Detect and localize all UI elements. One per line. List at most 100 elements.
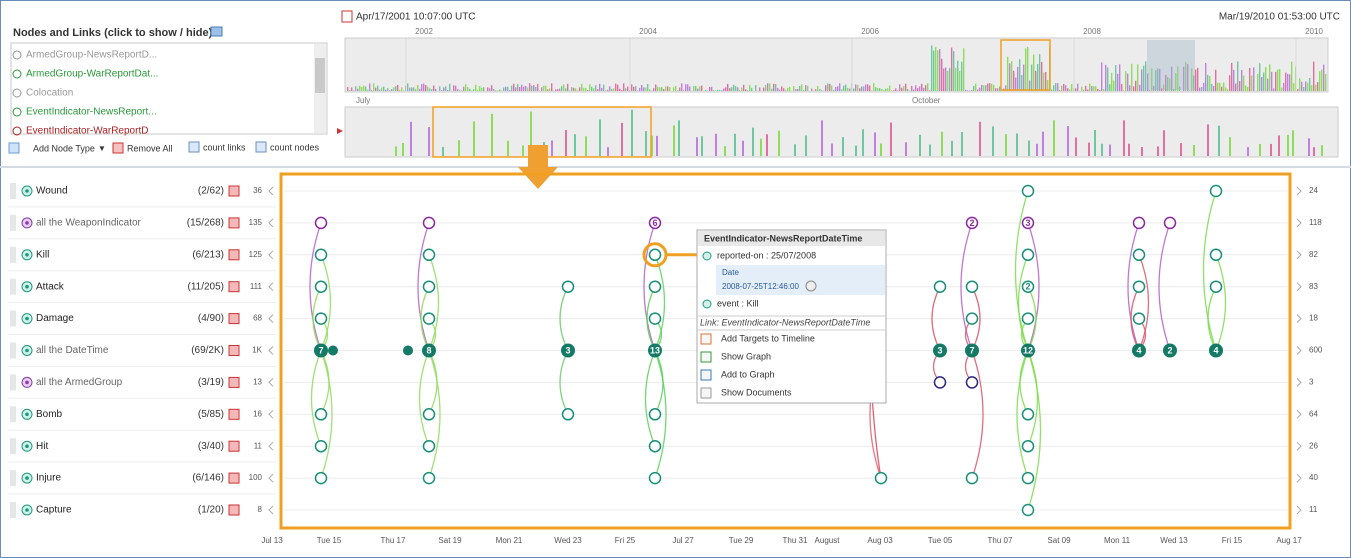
node[interactable] <box>933 280 947 293</box>
row-handle[interactable] <box>10 406 16 423</box>
node[interactable] <box>648 216 662 230</box>
node[interactable] <box>314 248 328 262</box>
item-icon[interactable] <box>12 69 22 79</box>
node[interactable] <box>1209 343 1223 358</box>
node[interactable] <box>1209 184 1223 198</box>
clock-icon[interactable] <box>805 280 817 292</box>
row-name[interactable]: Damage <box>36 313 74 324</box>
node[interactable] <box>422 439 436 453</box>
node[interactable] <box>422 471 436 485</box>
remove-row[interactable] <box>228 408 240 420</box>
node[interactable] <box>1021 184 1035 198</box>
node[interactable] <box>561 408 575 421</box>
node[interactable] <box>314 280 328 293</box>
node[interactable] <box>328 345 338 356</box>
menu-icon[interactable] <box>700 351 712 363</box>
row-name[interactable]: all the ArmedGroup <box>36 377 123 388</box>
menu-item[interactable]: Show Graph <box>721 351 771 361</box>
item-icon[interactable] <box>12 50 22 60</box>
node[interactable] <box>1163 343 1177 358</box>
node[interactable] <box>561 343 575 358</box>
row-handle[interactable] <box>10 470 16 487</box>
detail-strip[interactable] <box>344 106 1339 158</box>
node[interactable] <box>422 280 436 293</box>
node[interactable] <box>403 345 413 356</box>
remove-all[interactable]: Remove All <box>127 143 173 153</box>
node[interactable] <box>561 280 575 293</box>
node[interactable] <box>1021 280 1035 293</box>
node[interactable] <box>422 216 436 230</box>
item-label[interactable]: ArmedGroup-WarReportDat... <box>26 69 158 80</box>
node[interactable] <box>1021 248 1035 262</box>
count-links[interactable]: count links <box>203 142 246 152</box>
menu-item[interactable]: Add Targets to Timeline <box>721 333 815 343</box>
menu-icon[interactable] <box>700 369 712 381</box>
node[interactable] <box>1132 248 1146 262</box>
row-name[interactable]: Attack <box>36 281 65 292</box>
row-name[interactable]: all the DateTime <box>36 345 109 356</box>
item-icon[interactable] <box>12 107 22 117</box>
remove-row[interactable] <box>228 472 240 484</box>
node[interactable] <box>314 408 328 421</box>
node[interactable] <box>648 280 662 293</box>
menu-icon[interactable] <box>700 387 712 399</box>
remove-row[interactable] <box>228 313 240 325</box>
node[interactable] <box>648 471 662 485</box>
row-name[interactable]: Capture <box>36 505 72 516</box>
row-name[interactable]: Hit <box>36 441 48 452</box>
item-label[interactable]: EventIndicator-NewsReport... <box>26 107 157 118</box>
remove-row[interactable] <box>228 185 240 197</box>
remove-row[interactable] <box>228 249 240 261</box>
node[interactable] <box>965 343 979 358</box>
remove-row[interactable] <box>228 345 240 356</box>
node[interactable] <box>422 408 436 421</box>
node[interactable] <box>874 471 888 485</box>
row-name[interactable]: Kill <box>36 249 49 260</box>
add-icon[interactable] <box>8 142 20 154</box>
dropdown-arrow[interactable]: ▼ <box>98 144 106 153</box>
node[interactable] <box>1209 248 1223 262</box>
remove-icon[interactable] <box>112 142 124 154</box>
node[interactable] <box>1163 216 1177 230</box>
node[interactable] <box>1021 408 1035 421</box>
item-icon[interactable] <box>12 88 22 98</box>
count-nodes[interactable]: count nodes <box>270 142 320 152</box>
node[interactable] <box>965 471 979 485</box>
node[interactable] <box>422 312 436 325</box>
menu-item[interactable]: Show Documents <box>721 387 792 397</box>
node[interactable] <box>1021 343 1035 358</box>
row-handle[interactable] <box>10 502 16 518</box>
node[interactable] <box>933 376 947 389</box>
node[interactable] <box>933 343 947 358</box>
row-handle[interactable] <box>10 342 16 359</box>
node[interactable] <box>1021 312 1035 325</box>
node[interactable] <box>314 471 328 485</box>
menu-item[interactable]: Add to Graph <box>721 369 775 379</box>
row-name[interactable]: all the WeaponIndicator <box>36 218 142 229</box>
node[interactable] <box>965 376 979 389</box>
node[interactable] <box>1132 280 1146 293</box>
node[interactable] <box>1021 439 1035 453</box>
row-handle[interactable] <box>10 246 16 263</box>
row-handle[interactable] <box>10 214 16 231</box>
node[interactable] <box>314 343 328 358</box>
remove-row[interactable] <box>228 281 240 293</box>
node[interactable] <box>1021 216 1035 230</box>
row-handle[interactable] <box>10 310 16 327</box>
node[interactable] <box>314 216 328 230</box>
row-name[interactable]: Injure <box>36 473 61 484</box>
row-handle[interactable] <box>10 183 16 199</box>
row-handle[interactable] <box>10 374 16 391</box>
item-label[interactable]: Colocation <box>26 88 73 99</box>
node[interactable] <box>422 248 436 262</box>
node[interactable] <box>422 343 436 358</box>
row-name[interactable]: Bomb <box>36 409 63 420</box>
node[interactable] <box>648 343 662 358</box>
menu-icon[interactable] <box>700 333 712 345</box>
node[interactable] <box>314 439 328 453</box>
node[interactable] <box>965 312 979 325</box>
node[interactable] <box>1132 312 1146 325</box>
row-name[interactable]: Wound <box>36 186 68 197</box>
panel-icon[interactable] <box>210 26 223 37</box>
remove-row[interactable] <box>228 376 240 388</box>
